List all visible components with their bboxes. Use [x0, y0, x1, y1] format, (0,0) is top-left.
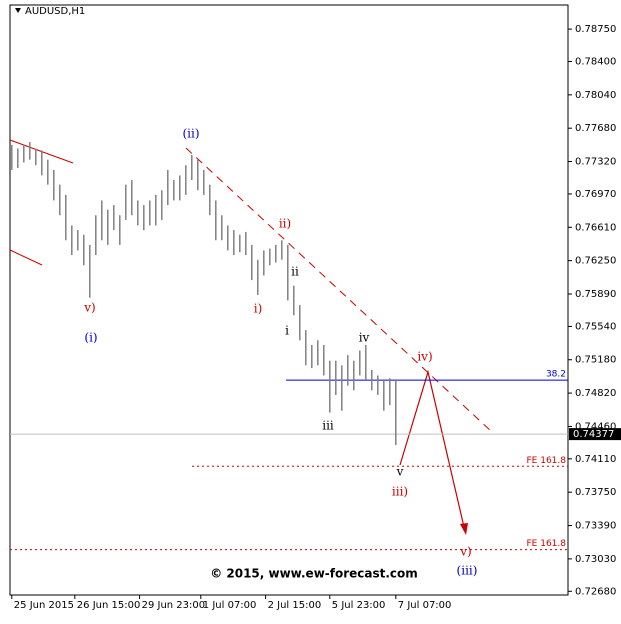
y-tick-label: 0.76250 [575, 256, 616, 267]
y-tick-label: 0.78400 [575, 56, 616, 67]
wave-label: v) [459, 545, 471, 559]
wave-label: iv [359, 331, 370, 345]
wave-label: iii) [392, 485, 408, 499]
wave-label: iv) [417, 350, 432, 364]
x-tick-label: 26 Jun 15:00 [77, 600, 141, 611]
arrow-head [460, 523, 468, 535]
y-tick-label: 0.75890 [575, 289, 616, 300]
y-tick-label: 0.77680 [575, 123, 616, 134]
x-tick-label: 25 Jun 2015 [14, 600, 74, 611]
wave-label: i) [254, 302, 263, 316]
level-label: 38.2 [546, 370, 566, 380]
y-tick-label: 0.78750 [575, 24, 616, 35]
y-tick-label: 0.73390 [575, 521, 616, 532]
y-tick-label: 0.75540 [575, 321, 616, 332]
wave-label: (iii) [457, 564, 478, 578]
y-tick-label: 0.74460 [575, 421, 616, 432]
wave-label: iii [322, 419, 334, 433]
last-price-label: 0.74377 [573, 429, 614, 440]
y-tick-label: 0.75180 [575, 355, 616, 366]
wave-label: v [396, 465, 404, 479]
title-icon [15, 8, 21, 13]
y-tick-label: 0.76970 [575, 189, 616, 200]
wave-label: (i) [84, 331, 97, 345]
wave-label: v) [83, 301, 95, 315]
y-tick-label: 0.72680 [575, 586, 616, 597]
plot-frame [9, 4, 569, 596]
x-tick-label: 29 Jun 23:00 [142, 600, 206, 611]
y-tick-label: 0.74110 [575, 454, 616, 465]
x-tick-label: 5 Jul 23:00 [332, 600, 386, 611]
level-label: FE 161.8 [527, 539, 567, 549]
x-tick-label: 7 Jul 07:00 [398, 600, 452, 611]
wave-label: (ii) [182, 127, 199, 141]
x-tick-label: 1 Jul 07:00 [203, 600, 257, 611]
wave-label: ii) [279, 217, 291, 231]
wave-label: i [285, 324, 289, 338]
y-tick-label: 0.78040 [575, 90, 616, 101]
channel-line [9, 249, 43, 266]
y-tick-label: 0.77320 [575, 157, 616, 168]
y-tick-label: 0.74820 [575, 388, 616, 399]
chart-title: AUDUSD,H1 [25, 6, 85, 17]
y-tick-label: 0.73750 [575, 487, 616, 498]
last-price-box [569, 428, 621, 441]
y-tick-label: 0.73030 [575, 554, 616, 565]
watermark: © 2015, www.ew-forecast.com [210, 567, 418, 581]
y-tick-label: 0.76610 [575, 222, 616, 233]
x-tick-label: 2 Jul 15:00 [268, 600, 322, 611]
wave-label: ii [291, 265, 299, 279]
level-label: FE 161.8 [527, 456, 567, 466]
